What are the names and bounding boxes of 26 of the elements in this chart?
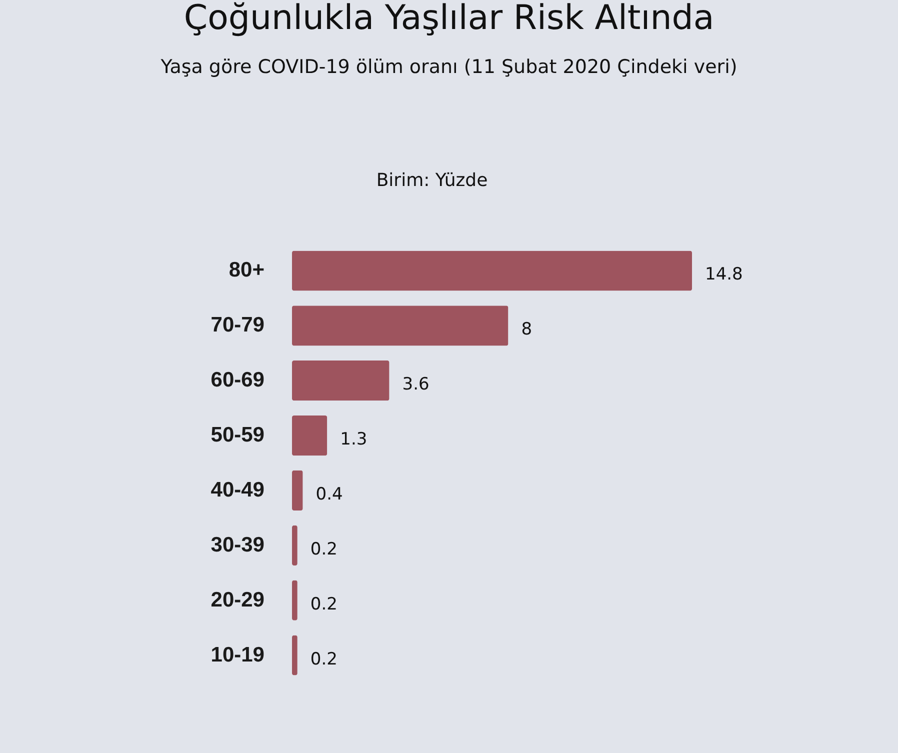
bar bbox=[292, 470, 303, 511]
data-label: 1.3 bbox=[340, 430, 368, 450]
y-tick-label: 80+ bbox=[228, 258, 264, 282]
y-tick-label: 20-29 bbox=[210, 588, 264, 612]
data-label: 3.6 bbox=[402, 374, 430, 395]
y-tick-label: 70-79 bbox=[210, 314, 264, 337]
bar bbox=[292, 306, 508, 346]
bar bbox=[292, 525, 298, 566]
chart-subtitle: Yaşa göre COVID-19 ölüm oranı (11 Şubat 2020 Çindeki veri) bbox=[160, 56, 738, 78]
chart-title: Çoğunlukla Yaşlılar Risk Altında bbox=[184, 0, 714, 38]
y-tick-label: 10-19 bbox=[210, 643, 264, 666]
data-label: 0.2 bbox=[310, 594, 338, 614]
bar bbox=[292, 580, 298, 620]
data-label: 14.8 bbox=[705, 264, 743, 285]
data-label: 0.2 bbox=[310, 649, 338, 670]
data-label: 0.2 bbox=[310, 539, 338, 560]
text: Birim: Yüzde bbox=[376, 170, 488, 191]
bar bbox=[292, 360, 390, 401]
y-tick-label: 50-59 bbox=[210, 424, 264, 447]
y-tick-label: 40-49 bbox=[210, 478, 264, 502]
data-label: 8 bbox=[521, 320, 532, 340]
y-tick-label: 30-39 bbox=[210, 533, 264, 556]
bar bbox=[292, 415, 328, 456]
bar bbox=[292, 250, 692, 291]
data-label: 0.4 bbox=[316, 484, 343, 504]
y-tick-label: 60-69 bbox=[210, 368, 264, 392]
